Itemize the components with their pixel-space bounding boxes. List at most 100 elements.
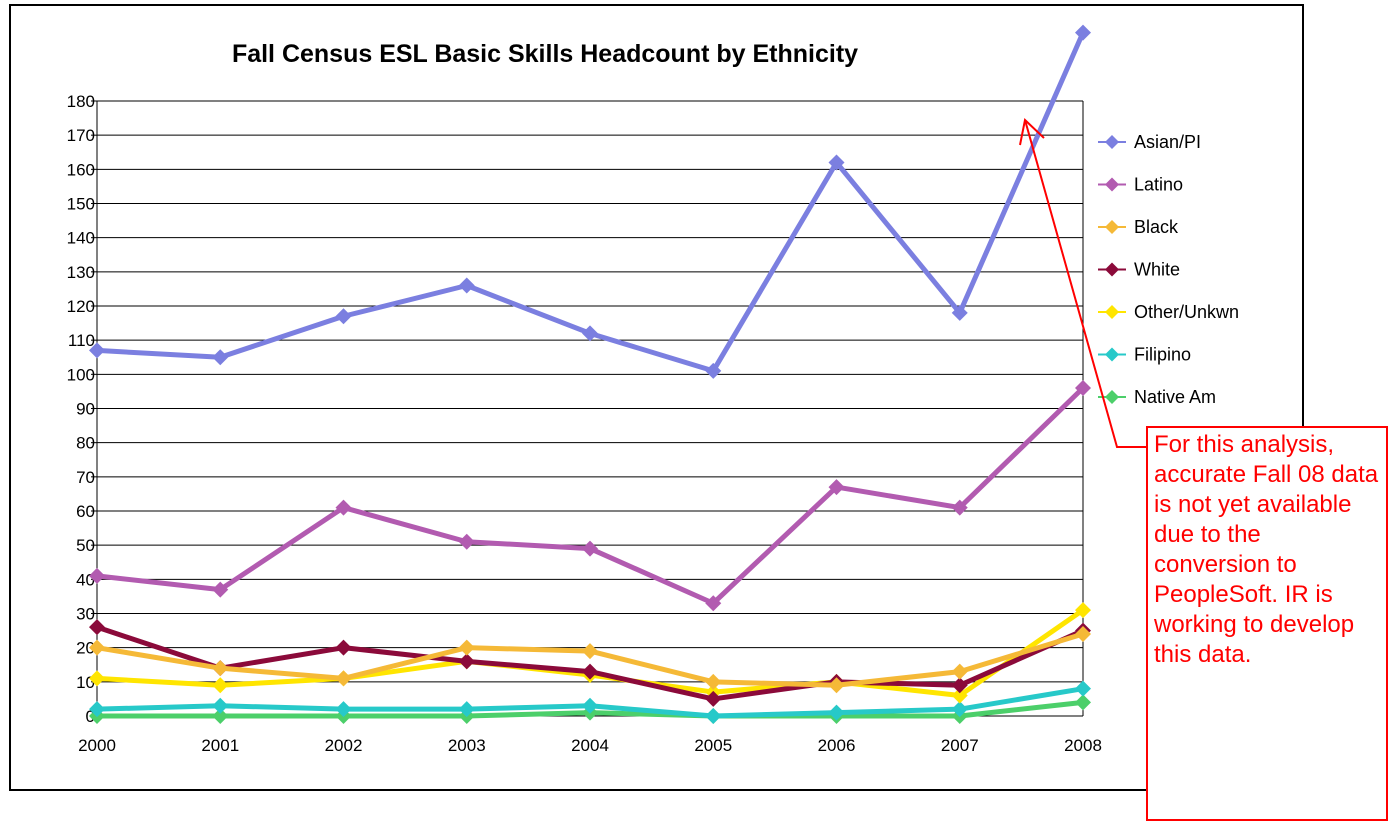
data-point	[458, 277, 475, 294]
legend-swatch-marker	[1105, 262, 1119, 277]
data-point	[828, 154, 845, 171]
legend-label: White	[1134, 260, 1180, 280]
data-point	[951, 304, 968, 321]
data-point	[458, 653, 475, 670]
data-point	[705, 595, 722, 612]
data-point	[458, 701, 475, 718]
series-line	[96, 386, 1085, 606]
data-point	[335, 639, 352, 656]
data-point	[89, 639, 105, 656]
data-point	[1075, 602, 1091, 619]
annotation-arrow	[1019, 118, 1146, 448]
y-tick-label: 130	[67, 263, 95, 282]
legend-item: Asian/PI	[1098, 132, 1201, 152]
data-point	[335, 308, 352, 325]
legend-item: Filipino	[1098, 345, 1191, 365]
y-tick-label: 50	[76, 536, 95, 555]
legend-item: Latino	[1098, 175, 1183, 195]
data-point	[582, 540, 598, 557]
data-point	[212, 581, 229, 598]
y-tick-label: 120	[67, 297, 95, 316]
x-tick-label: 2006	[818, 736, 856, 755]
data-point	[705, 362, 722, 379]
data-point	[89, 567, 105, 584]
series-latino	[89, 380, 1091, 612]
data-point	[1075, 694, 1091, 711]
data-point	[89, 670, 105, 687]
legend-item: Native Am	[1098, 387, 1216, 407]
legend-swatch-marker	[1105, 390, 1119, 404]
legend-swatch-marker	[1105, 305, 1119, 319]
legend-item: White	[1098, 260, 1180, 280]
y-tick-label: 70	[76, 468, 95, 487]
data-point	[458, 639, 475, 656]
legend-swatch-marker	[1105, 347, 1119, 362]
y-tick-label: 80	[76, 434, 95, 453]
y-tick-label: 30	[76, 605, 95, 624]
y-tick-label: 90	[76, 400, 95, 419]
data-point	[458, 533, 475, 550]
y-tick-label: 60	[76, 502, 95, 521]
x-tick-label: 2008	[1064, 736, 1102, 755]
chart-title: Fall Census ESL Basic Skills Headcount b…	[232, 40, 858, 68]
x-tick-label: 2003	[448, 736, 486, 755]
data-point	[89, 342, 105, 359]
gridlines	[97, 100, 1083, 717]
data-point	[828, 704, 845, 721]
data-point	[951, 687, 968, 704]
data-point	[951, 499, 968, 516]
annotation-arrowhead	[1019, 118, 1045, 146]
legend-swatch-marker	[1105, 177, 1119, 192]
data-point	[335, 499, 352, 516]
series-line	[96, 31, 1086, 374]
legend-swatch-marker	[1105, 135, 1119, 149]
legend-label: Black	[1134, 217, 1179, 237]
data-point	[1075, 380, 1091, 396]
data-point	[1075, 24, 1091, 41]
data-point	[705, 708, 722, 724]
data-point	[828, 479, 845, 496]
data-point	[212, 697, 229, 714]
legend-item: Other/Unkwn	[1098, 302, 1239, 322]
data-point	[951, 663, 968, 680]
legend-label: Asian/PI	[1134, 132, 1201, 152]
legend-label: Latino	[1134, 175, 1183, 195]
y-tick-label: 180	[67, 92, 95, 111]
y-tick-label: 20	[76, 639, 95, 658]
data-point	[89, 619, 105, 636]
series-black	[89, 626, 1091, 694]
series-lines	[89, 24, 1091, 724]
annotation-arrow-line	[1024, 119, 1146, 448]
legend: Asian/PI Latino Black White Other/Unkwn Filip…	[1098, 132, 1239, 407]
legend-label: Native Am	[1134, 387, 1216, 407]
data-point	[828, 677, 845, 694]
x-tick-label: 2001	[201, 736, 239, 755]
legend-label: Other/Unkwn	[1134, 302, 1239, 322]
y-tick-label: 170	[67, 126, 95, 145]
series-filipino	[89, 680, 1091, 724]
data-point	[582, 697, 598, 714]
legend-item: Black	[1098, 217, 1179, 237]
legend-label: Filipino	[1134, 345, 1191, 365]
data-point	[335, 670, 352, 687]
data-point	[951, 701, 968, 718]
x-tick-label: 2005	[694, 736, 732, 755]
y-tick-label: 140	[67, 229, 95, 248]
y-tick-label: 110	[68, 331, 95, 350]
x-tick-label: 2002	[325, 736, 363, 755]
x-tick-label: 2000	[78, 736, 116, 755]
data-point	[212, 677, 229, 694]
y-tick-label: 150	[67, 195, 95, 214]
series-line	[96, 624, 1085, 702]
data-point	[1075, 626, 1091, 642]
axes: 0102030405060708090100110120130140150160…	[67, 92, 1102, 755]
data-point	[1075, 680, 1091, 697]
data-point	[212, 660, 229, 677]
data-point	[705, 673, 722, 690]
legend-swatch-marker	[1105, 220, 1119, 234]
data-point	[582, 643, 598, 660]
x-tick-label: 2004	[571, 736, 609, 755]
x-tick-label: 2007	[941, 736, 979, 755]
data-point	[582, 325, 598, 342]
